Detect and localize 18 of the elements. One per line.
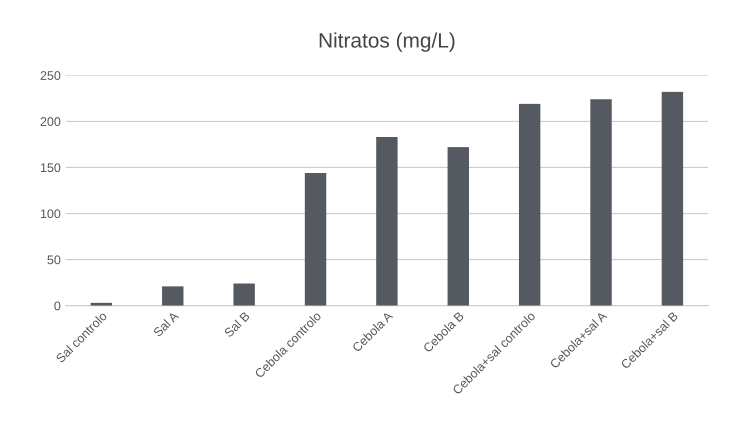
- chart-title: Nitratos (mg/L): [320, 32, 454, 52]
- bar: [376, 137, 398, 306]
- y-tick-label: 50: [47, 255, 60, 264]
- bar: [518, 104, 540, 306]
- bar: [233, 284, 255, 306]
- y-tick-label: 0: [54, 301, 60, 310]
- bar: [590, 99, 612, 306]
- y-tick-label: 200: [40, 117, 60, 126]
- y-tick-label: 150: [40, 163, 60, 172]
- bar: [90, 302, 112, 306]
- x-tick-label: Sal A: [152, 310, 180, 338]
- bar: [304, 172, 326, 306]
- x-tick-label: Sal B: [223, 311, 250, 338]
- y-tick-label: 100: [40, 209, 60, 218]
- y-tick-label: 250: [40, 71, 60, 80]
- bar: [662, 92, 684, 306]
- bar: [448, 147, 469, 306]
- bar: [162, 286, 184, 306]
